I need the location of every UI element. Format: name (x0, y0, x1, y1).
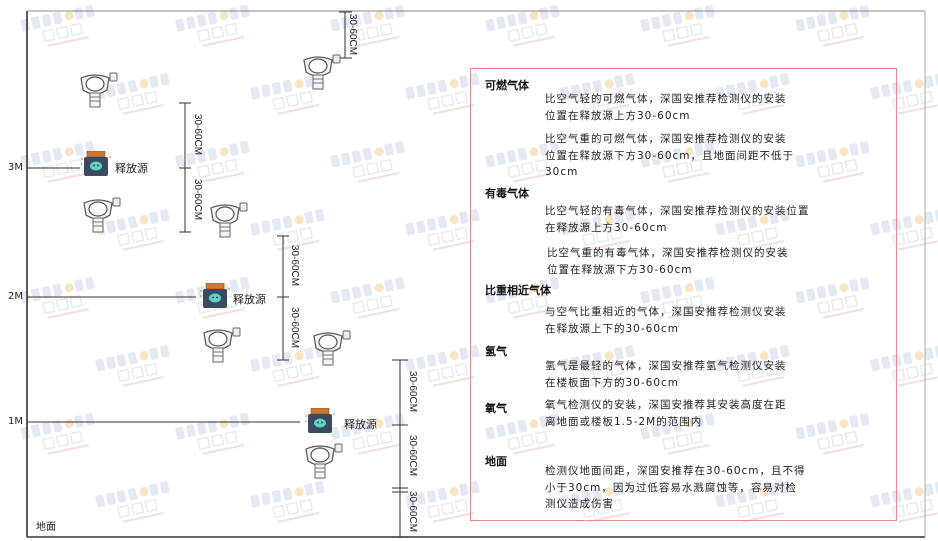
watermark-logo (640, 276, 715, 319)
level-label-1m: 1M (8, 416, 23, 427)
watermark-logo (330, 4, 405, 47)
watermark-logo (405, 480, 480, 523)
watermark-logo (20, 140, 95, 183)
watermark-logo (405, 72, 480, 115)
watermark-logo (560, 344, 635, 387)
watermark-logo (795, 412, 870, 455)
dimension-label: 30-60CM (407, 370, 419, 413)
watermark-logo (485, 412, 560, 455)
detector-icon (80, 72, 118, 108)
installation-guide-panel: 可燃气体 比空气轻的可燃气体，深国安推荐检测仪的安装 位置在释放源上方30-60… (470, 68, 897, 521)
detector-icon (303, 54, 341, 90)
section-title: 可燃气体 (485, 79, 529, 92)
release-source-icon (305, 408, 335, 434)
watermark-logo (795, 276, 870, 319)
watermark-logo (560, 208, 635, 251)
dimension-lines (179, 11, 408, 537)
detector-icon (305, 443, 343, 479)
watermark-logo (250, 480, 325, 523)
dimension-label: 30-60CM (192, 178, 204, 221)
dimension-label: 30-60CM (289, 244, 301, 287)
release-source-icon (200, 283, 230, 309)
section-text: 比空气轻的可燃气体，深国安推荐检测仪的安装 位置在释放源上方30-60cm (545, 93, 787, 122)
watermark-logo (870, 208, 938, 251)
detector-icon (210, 202, 248, 238)
watermark-logo (640, 140, 715, 183)
section-title: 氢气 (485, 345, 507, 358)
release-source-icon (81, 151, 111, 177)
watermark-logo (95, 480, 170, 523)
level-label-2m: 2M (8, 291, 23, 302)
section-title: 比重相近气体 (485, 284, 551, 297)
watermark-logo (715, 208, 790, 251)
watermark-logo (175, 412, 250, 455)
detector-icon (203, 327, 241, 363)
section-text: 检测仪地面间距，深国安推荐在30-60cm，且不得 小于30cm，因为过低容易水… (545, 465, 806, 510)
section-text: 比空气重的有毒气体，深国安推荐检测仪的安装 位置在释放源下方30-60cm (547, 247, 789, 276)
watermark-logo (405, 208, 480, 251)
source-label: 释放源 (344, 418, 377, 431)
level-label-3m: 3M (8, 162, 23, 173)
watermark-logo (560, 72, 635, 115)
watermark-logo (330, 412, 405, 455)
watermark-logo (250, 208, 325, 251)
detector-icon (313, 330, 351, 366)
dimension-label: 30-60CM (407, 490, 419, 533)
watermark-logo (175, 140, 250, 183)
section-text: 比空气重的可燃气体，深国安推荐检测仪的安装 位置在释放源下方30-60cm，且地… (545, 133, 795, 178)
dimension-label: 30-60CM (192, 113, 204, 156)
dimension-label: 30-60CM (289, 306, 301, 349)
dimension-label: 30-60CM (347, 13, 359, 56)
section-title: 地面 (485, 455, 507, 468)
section-title: 有毒气体 (485, 187, 529, 200)
watermark-logo (250, 72, 325, 115)
ground-label: 地面 (36, 522, 56, 533)
watermark-logo (640, 412, 715, 455)
section-text: 氧气检测仪的安装，深国安推荐其安装高度在距 离地面或楼板1.5-2M的范围内 (545, 399, 787, 428)
detector-icon (83, 197, 121, 233)
watermark-logo (405, 344, 480, 387)
section-title: 氧气 (485, 402, 507, 415)
watermark-logo (715, 72, 790, 115)
watermark-logo (870, 344, 938, 387)
section-text: 与空气比重相近的气体，深国安推荐检测仪安装 在释放源上下的30-60cm (545, 306, 787, 335)
watermark-logo (715, 344, 790, 387)
dimension-label: 30-60CM (407, 434, 419, 477)
watermark-logo (485, 276, 560, 319)
source-label: 释放源 (233, 293, 266, 306)
watermark-logo (175, 4, 250, 47)
watermark-logo (795, 140, 870, 183)
watermark-logo (330, 140, 405, 183)
watermark-logo (95, 344, 170, 387)
source-label: 释放源 (115, 162, 148, 175)
watermark-logo (870, 480, 938, 523)
section-text: 氢气是最轻的气体，深国安推荐氢气检测仪安装 在楼板面下方的30-60cm (545, 360, 787, 389)
watermark-logo (20, 412, 95, 455)
watermark-logo (330, 276, 405, 319)
watermark-logo (485, 140, 560, 183)
section-text: 比空气轻的有毒气体，深国安推荐检测仪的安装位置 在释放源上方30-60cm (545, 205, 810, 234)
